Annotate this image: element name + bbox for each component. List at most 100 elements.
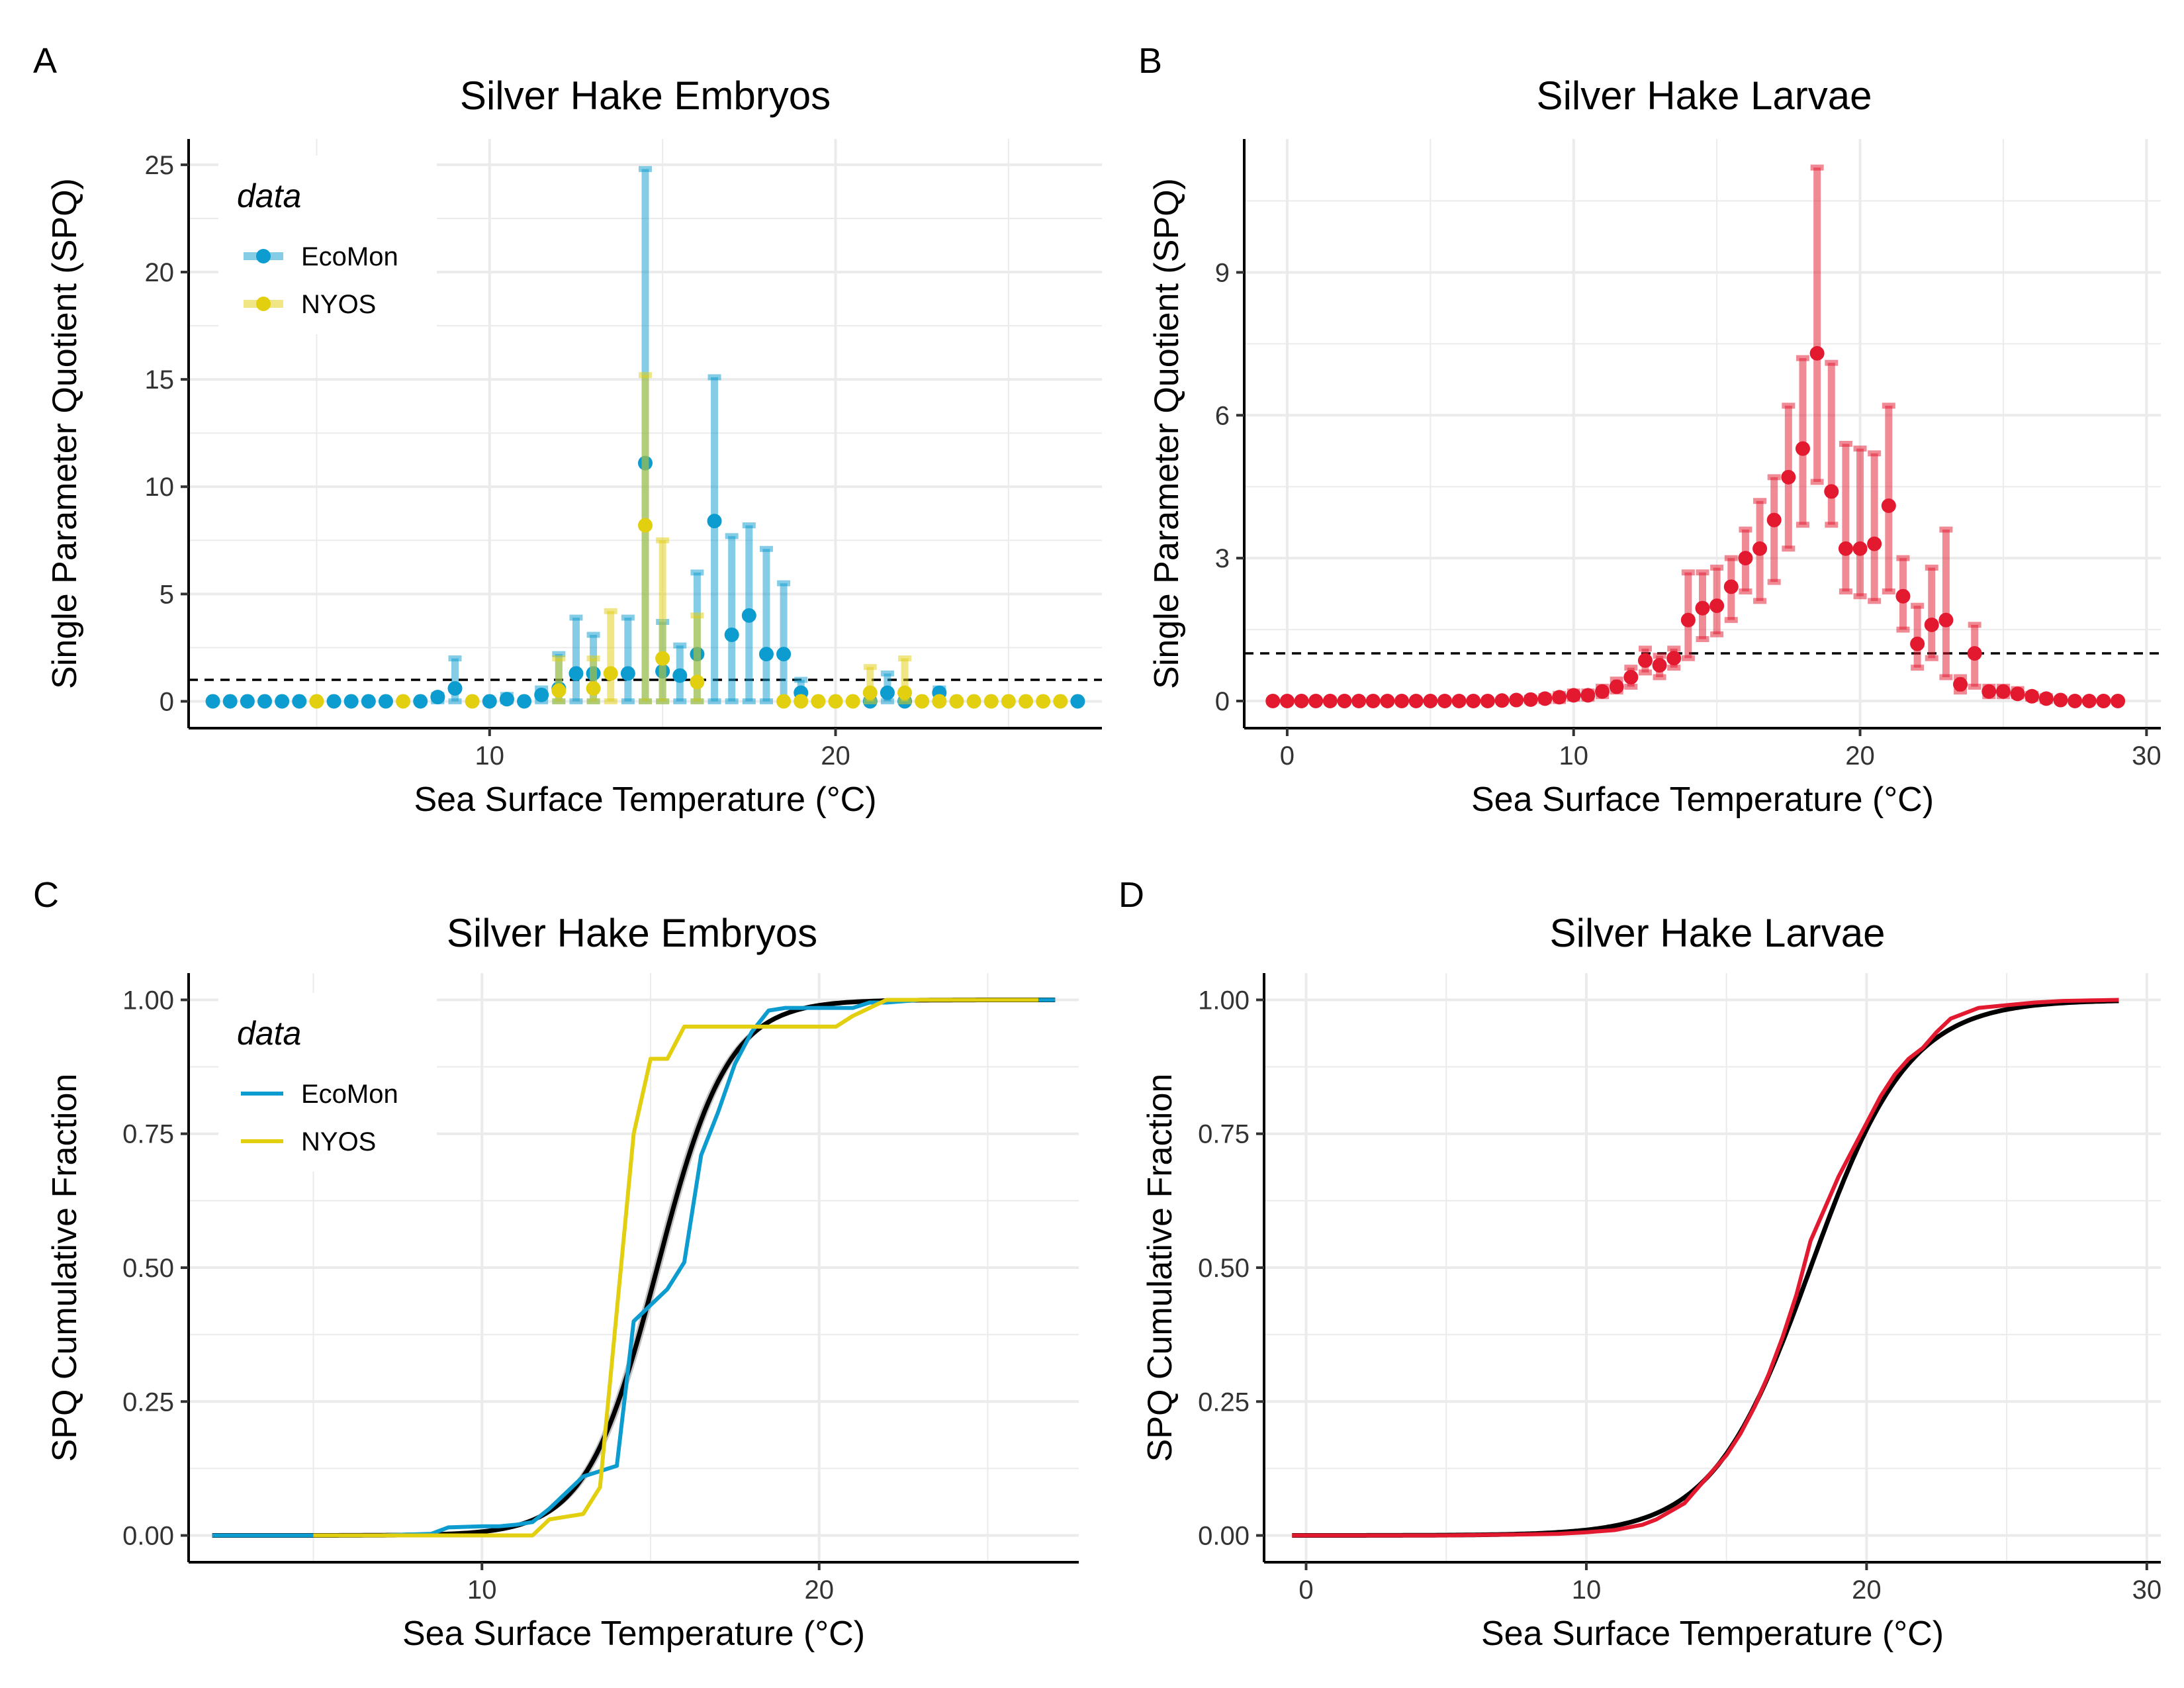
data-point [1738, 551, 1753, 566]
y-tick-label: 0.50 [122, 1254, 174, 1283]
data-point [222, 694, 238, 709]
data-point [1394, 693, 1410, 708]
series-line [1292, 998, 2119, 1538]
y-axis-title: Single Parameter Quotient (SPQ) [46, 178, 84, 689]
data-point [396, 694, 411, 709]
data-point [828, 694, 843, 709]
x-tick-label: 20 [804, 1575, 834, 1605]
data-point [758, 647, 774, 662]
data-point [983, 694, 999, 709]
legend-label: NYOS [301, 290, 376, 319]
panel-d: D Silver Hake Larvae 0 10 20 30 0.00 0.25 0.50 0.… [1118, 875, 2161, 1653]
x-axis-title: Sea Surface Temperature (°C) [1471, 780, 1934, 819]
data-point [430, 689, 445, 704]
data-point [1053, 694, 1068, 709]
y-tick-label: 20 [145, 258, 175, 287]
data-point [205, 694, 220, 709]
data-point [1265, 693, 1281, 708]
legend-swatch-point [256, 297, 271, 311]
data-point [1070, 694, 1085, 709]
data-point [1709, 598, 1725, 614]
data-point [1695, 600, 1710, 616]
data-point [776, 647, 792, 662]
data-point [2081, 693, 2097, 708]
series-ecomon [212, 998, 1056, 1538]
data-point [1365, 693, 1381, 708]
panel-c: C Silver Hake Embryos 10 20 0.00 0.25 0.50 0.75… [33, 875, 1079, 1653]
legend-title: data [237, 1015, 301, 1052]
y-tick-label: 1.00 [1198, 986, 1250, 1015]
data-point [1537, 691, 1553, 706]
data-point [2038, 691, 2054, 706]
x-tick-label: 20 [821, 741, 850, 771]
data-point [1509, 692, 1524, 708]
chart-title: Silver Hake Embryos [460, 73, 831, 118]
data-point [2068, 693, 2083, 708]
data-point [1781, 469, 1796, 485]
data-point [1881, 498, 1896, 514]
data-point [1766, 512, 1782, 528]
data-point [517, 694, 532, 709]
data-point [932, 694, 947, 709]
y-tick-label: 3 [1215, 544, 1230, 573]
gridlines [1264, 973, 2161, 1562]
data-point [1001, 694, 1016, 709]
x-tick-label: 10 [475, 741, 505, 771]
data-point [343, 694, 359, 709]
data-point [672, 668, 688, 683]
chart-title: Silver Hake Embryos [447, 911, 817, 955]
data-point [1924, 617, 1939, 632]
legend-key-nyos: NYOS [241, 1127, 376, 1156]
y-tick-label: 10 [145, 473, 175, 502]
data-point [1867, 536, 1882, 551]
y-axis-title: SPQ Cumulative Fraction [46, 1074, 84, 1462]
data-point [1279, 693, 1295, 708]
data-point [862, 685, 878, 700]
data-point [603, 666, 618, 681]
x-tick-label: 0 [1298, 1575, 1313, 1605]
data-point [1380, 693, 1395, 708]
y-tick-label: 15 [145, 365, 175, 395]
data-point [1322, 693, 1338, 708]
x-tick-label: 20 [1845, 741, 1875, 771]
y-tick-label: 0.00 [1198, 1522, 1250, 1551]
data-point [741, 608, 756, 623]
legend-key-ecomon: EcoMon [244, 242, 398, 271]
legend-swatch-point [256, 249, 271, 263]
data-point [1852, 541, 1868, 556]
data-point [1967, 646, 1982, 661]
data-point [1981, 684, 1997, 699]
y-tick-label: 9 [1215, 258, 1230, 287]
data-point [1580, 688, 1596, 703]
data-point [1752, 541, 1768, 556]
legend-label: NYOS [301, 1127, 376, 1156]
data-point [1637, 653, 1653, 668]
x-tick-label: 20 [1852, 1575, 1882, 1605]
data-point [1552, 690, 1567, 705]
data-point [1595, 684, 1610, 699]
series-larvae [1292, 998, 2119, 1538]
data-point [811, 694, 826, 709]
data-point [949, 694, 964, 709]
data-point [1308, 693, 1324, 708]
data-point [1723, 579, 1739, 594]
legend-label: EcoMon [301, 1080, 398, 1109]
data-point [724, 627, 739, 642]
data-point [1666, 651, 1682, 666]
legend: data EcoMon NYOS [218, 156, 437, 334]
data-point [1466, 693, 1481, 708]
data-point [413, 694, 428, 709]
data-point [1408, 693, 1424, 708]
data-point [275, 694, 290, 709]
data-point [499, 692, 514, 707]
data-point [776, 694, 792, 709]
x-tick-label: 30 [2132, 1575, 2162, 1605]
data-point [1566, 688, 1581, 703]
data-point [794, 694, 809, 709]
series-line [313, 998, 1038, 1538]
data-point [2010, 686, 2025, 702]
legend-title: data [237, 177, 301, 214]
y-tick-label: 0 [1215, 687, 1230, 716]
data-point [1838, 541, 1853, 556]
